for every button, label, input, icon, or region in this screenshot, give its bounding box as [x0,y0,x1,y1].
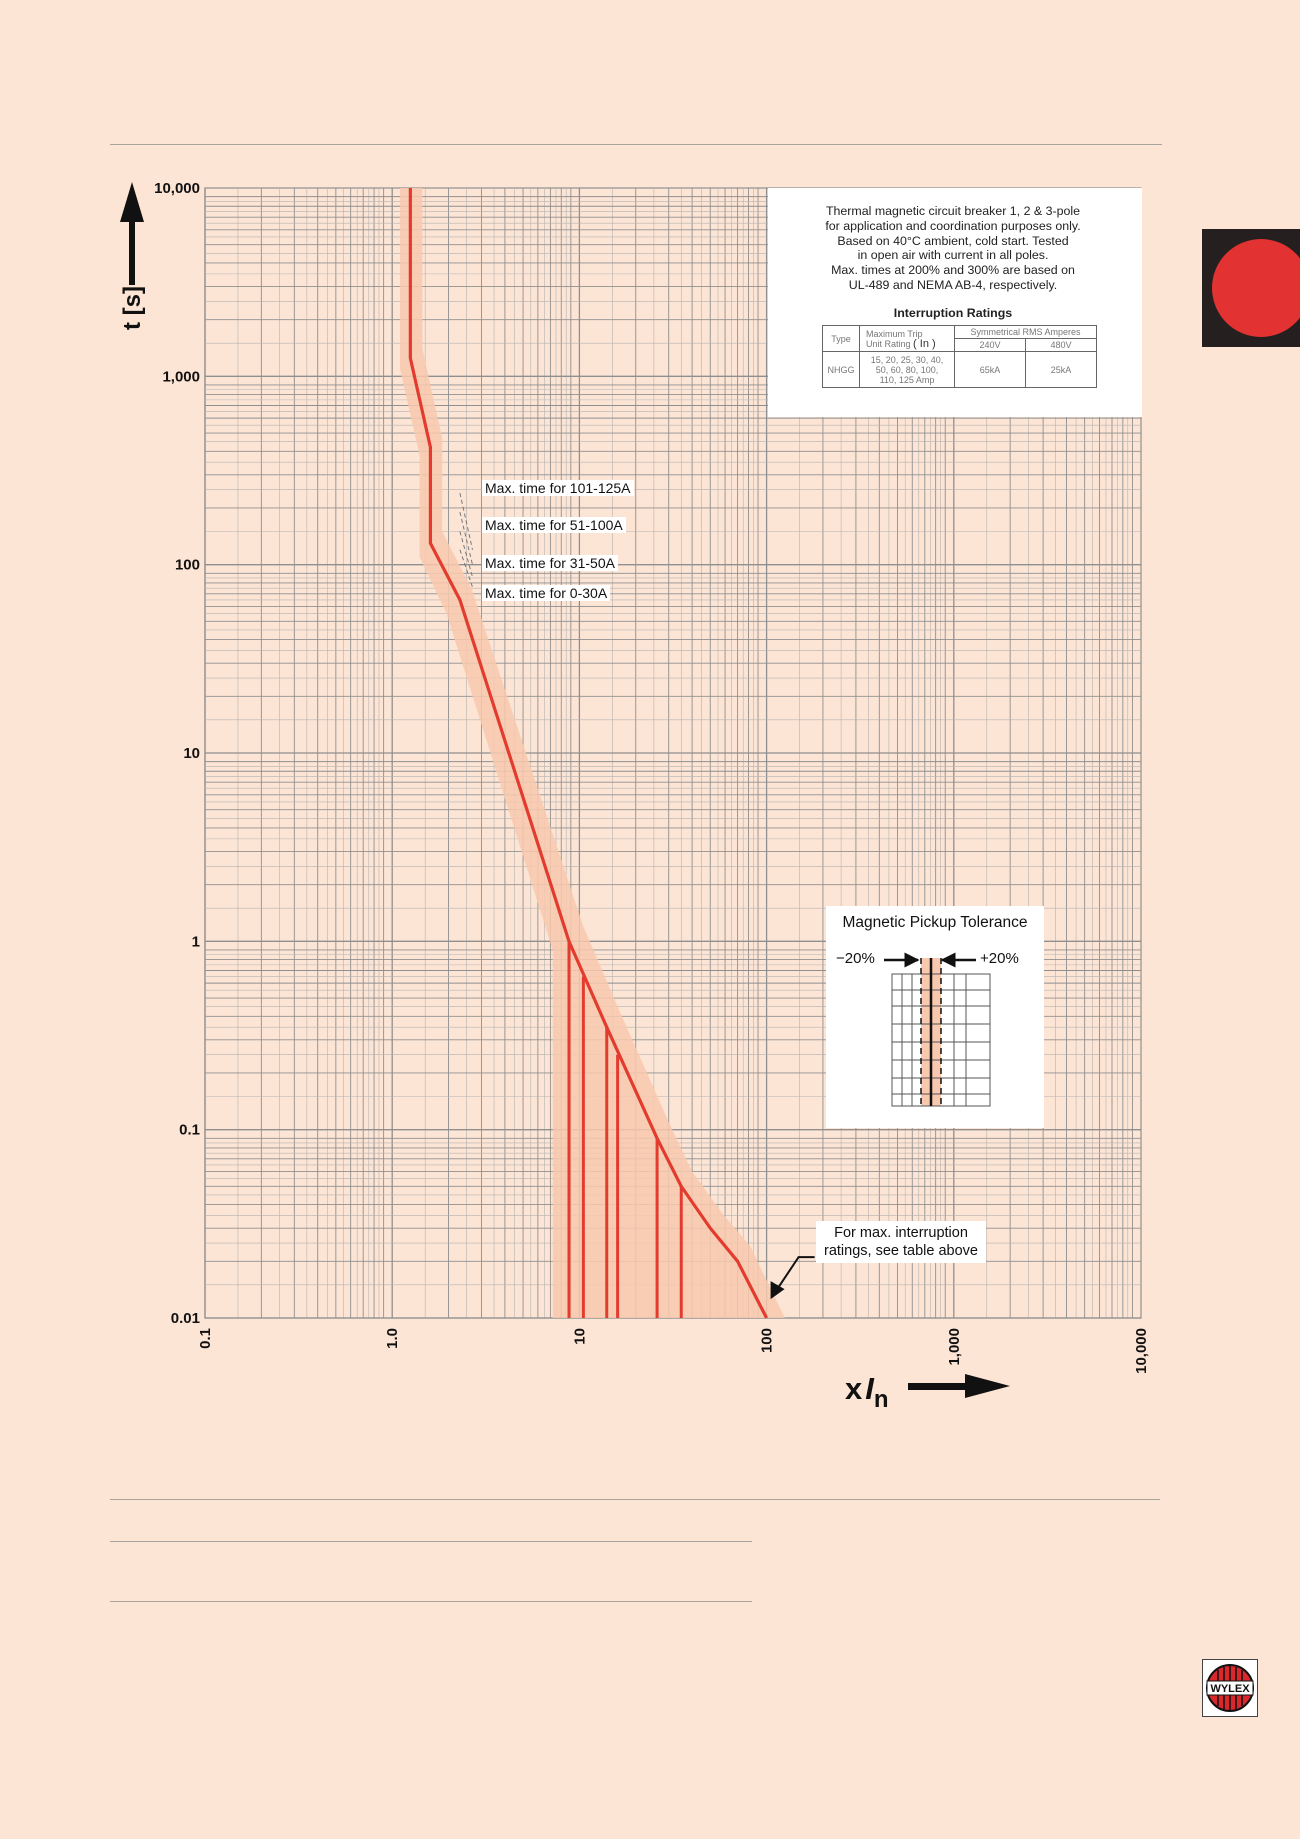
y-tick-label: 0.1 [179,1122,200,1139]
trip-curve [408,188,815,1319]
x-tick-label: 0.1 [197,1328,214,1349]
col-sym: Symmetrical RMS Amperes [954,325,1097,339]
description-line: Max. times at 200% and 300% are based on [831,263,1075,278]
x-axis-label: xIn [845,1371,889,1413]
axis-labels: t [s] xIn [119,182,1010,1413]
col-trip: Maximum Trip Unit Rating ( In ) [859,325,955,352]
label-max-31-50: Max. time for 31-50A [482,555,618,571]
row-ratings-2: 50, 60, 80, 100, [875,364,939,375]
interruption-ratings-title: Interruption Ratings [893,306,1013,320]
top-rule [110,144,1162,145]
note-pointer-arrowhead [770,1281,785,1300]
col-trip-line2: Unit Rating [866,338,911,349]
y-axis-arrow-shaft [129,212,135,285]
label-max-101-125: Max. time for 101-125A [482,480,634,496]
max-time-guide [459,512,473,565]
note-pointer-line [773,1256,815,1294]
label-max-51-100: Max. time for 51-100A [482,517,626,533]
y-tick-label: 0.01 [171,1310,200,1327]
footer-rule-2 [110,1541,752,1542]
row-ratings-3: 110, 125 Amp [879,374,935,385]
interruption-note: For max. interruption ratings, see table… [816,1224,986,1260]
description-line: Based on 40°C ambient, cold start. Teste… [837,233,1069,248]
x-axis-arrow-head [965,1374,1010,1398]
footer-rule-1 [110,1499,1160,1500]
row-type: NHGG [822,351,860,388]
minus-20-label: −20% [836,950,875,967]
x-axis-arrow-shaft [908,1383,970,1390]
y-tick-label: 1,000 [162,368,200,385]
wylex-logo-mark: WYLEX [1206,1664,1254,1712]
interruption-note-box [816,1221,986,1263]
trip-curve-line [408,188,769,1319]
red-circle-icon [1212,239,1300,337]
row-ratings-1: 15, 20, 25, 30, 40, [870,354,944,365]
max-time-guide [459,492,473,550]
interruption-ratings-table: Type Maximum Trip Unit Rating ( In ) Sym… [822,325,1097,388]
description-text: Thermal magnetic circuit breaker 1, 2 & … [768,204,1138,293]
y-tick-label: 1 [192,933,200,950]
col-trip-symbol: ( In ) [913,337,936,350]
axis-ticks: 0.1 1.0 10 100 1,000 10,000 10,000 1,000 100 10 1 0… [154,180,1150,1374]
section-tab [1202,229,1300,347]
description-line: in open air with current in all poles. [857,248,1049,263]
col-480: 480V [1025,338,1097,352]
x-tick-label: 1.0 [384,1328,401,1349]
row-ratings: 15, 20, 25, 30, 40, 50, 60, 80, 100, 110… [859,351,955,388]
col-240: 240V [954,338,1026,352]
max-time-guide [459,531,473,578]
interruption-note-line: For max. interruption [834,1225,968,1241]
magnetic-tolerance-title: Magnetic Pickup Tolerance [842,914,1028,931]
x-tick-label: 1,000 [946,1328,963,1366]
tolerance-band [399,188,785,1318]
y-axis-arrow-head [120,182,144,222]
logo-text: WYLEX [1210,1683,1250,1695]
x-tick-label: 10,000 [1133,1328,1150,1374]
y-tick-label: 10,000 [154,180,200,197]
magnetic-tolerance-diagram [884,952,991,1107]
x-tick-label: 100 [759,1328,776,1353]
col-type: Type [822,325,860,352]
time-current-chart: 0.1 1.0 10 100 1,000 10,000 10,000 1,000 100 10 1 0… [119,180,1150,1413]
y-tick-label: 100 [175,557,200,574]
description-line: for application and coordination purpose… [825,218,1081,233]
interruption-note-line: ratings, see table above [824,1243,978,1259]
x-tick-label: 10 [571,1328,588,1345]
label-max-0-30: Max. time for 0-30A [482,585,611,601]
tolerance-band-shape [399,188,785,1318]
footer-rule-3 [110,1601,752,1602]
plus-20-label: +20% [980,950,1019,967]
row-240: 65kA [954,351,1026,388]
description-line: Thermal magnetic circuit breaker 1, 2 & … [825,204,1081,218]
y-tick-label: 10 [183,745,200,762]
row-480: 25kA [1025,351,1097,388]
description-line: UL-489 and NEMA AB-4, respectively. [848,277,1058,292]
col-trip-line1: Maximum Trip [866,328,923,339]
y-axis-label: t [s] [119,286,146,330]
wylex-logo: WYLEX [1202,1659,1258,1717]
